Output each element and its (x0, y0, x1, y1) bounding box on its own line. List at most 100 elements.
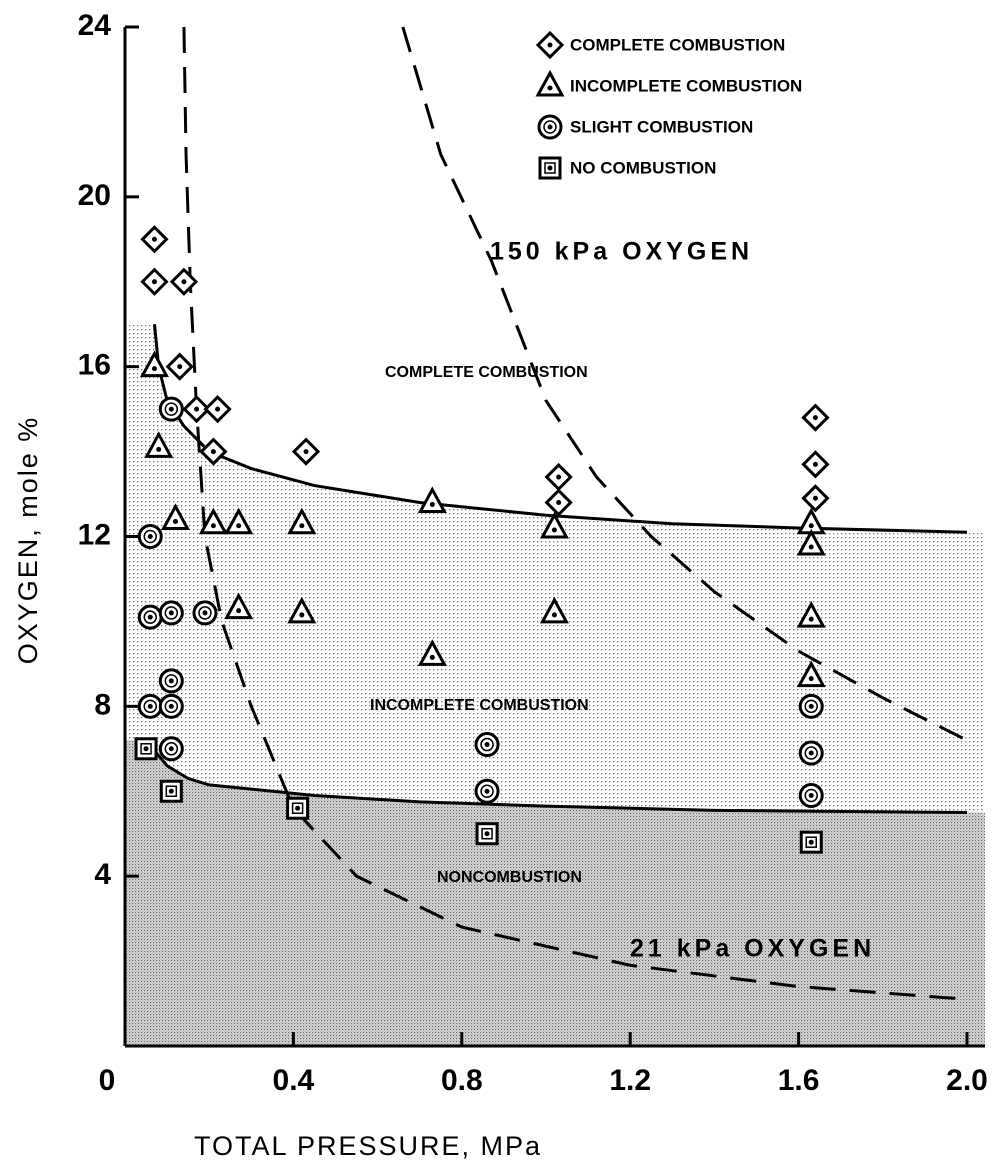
dot (173, 519, 179, 525)
dot (236, 608, 242, 614)
dot (812, 495, 818, 501)
y-tick-label: 4 (94, 858, 111, 891)
dot (551, 527, 557, 533)
y-tick-label: 12 (78, 518, 111, 551)
marker-triangle (796, 528, 826, 556)
dot (808, 750, 814, 756)
dot (210, 523, 216, 529)
marker-circle (474, 732, 500, 758)
marker-circle (798, 782, 824, 808)
annotation: 150 kPa OXYGEN (490, 238, 753, 266)
noncombustion-region (125, 740, 985, 1046)
dot (547, 124, 553, 130)
x-tick-label: 1.2 (609, 1064, 651, 1097)
ring (480, 784, 494, 798)
dot (181, 279, 187, 285)
marker-triangle (535, 69, 565, 97)
marker-square (475, 822, 499, 846)
ring (804, 788, 818, 803)
dot (429, 654, 435, 660)
ring (164, 402, 179, 416)
annotation: INCOMPLETE COMBUSTION (370, 697, 589, 714)
ring (480, 737, 494, 752)
marker-triangle (224, 507, 254, 535)
ring (198, 606, 212, 620)
dot (303, 449, 309, 455)
y-tick-label: 8 (94, 688, 111, 721)
ring (143, 699, 158, 714)
marker-square (799, 830, 823, 854)
ring (143, 610, 158, 624)
dot (168, 703, 174, 709)
dot (210, 449, 216, 455)
marker-diamond (140, 225, 169, 254)
marker-diamond (203, 395, 232, 424)
ring (143, 529, 158, 544)
triangle (417, 639, 447, 666)
inner (165, 785, 178, 797)
marker-triangle (224, 592, 254, 620)
dot (484, 742, 490, 748)
legend-label: COMPLETE COMBUSTION (570, 35, 785, 54)
ring (164, 742, 179, 756)
marker-circle (798, 693, 824, 719)
dot (151, 366, 157, 372)
ring (164, 674, 179, 688)
marker-triangle (160, 503, 191, 531)
ring (164, 699, 179, 714)
marker-triangle (417, 639, 447, 666)
legend-label: SLIGHT COMBUSTION (570, 117, 753, 136)
dot (147, 614, 153, 620)
y-tick-label: 24 (78, 9, 112, 42)
marker-triangle (539, 596, 569, 624)
dot (808, 523, 814, 529)
marker-diamond (165, 352, 194, 381)
dot (143, 746, 149, 752)
dot (194, 406, 200, 412)
dot (168, 406, 174, 412)
triangle (160, 503, 191, 531)
y-axis-label: OXYGEN, mole % (13, 416, 43, 665)
triangle (144, 431, 174, 458)
x-tick-label: 0 (99, 1064, 116, 1097)
marker-triangle (417, 486, 447, 514)
marker-triangle (796, 601, 826, 628)
inner (140, 743, 152, 755)
marker-circle (474, 778, 500, 804)
triangle (539, 596, 569, 624)
marker-diamond (801, 484, 830, 513)
annotation: 21 kPa OXYGEN (630, 935, 875, 963)
dot (168, 610, 174, 616)
dot (147, 534, 153, 539)
marker-diamond (140, 267, 169, 296)
triangle (796, 660, 826, 688)
inner (291, 802, 304, 814)
annotation: COMPLETE COMBUSTION (385, 364, 588, 381)
marker-circle (158, 693, 184, 719)
dot (168, 746, 174, 752)
inner (544, 162, 556, 174)
marker-diamond (544, 488, 573, 517)
marker-circle (537, 114, 563, 140)
boundary-curve (144, 739, 968, 814)
dot (156, 446, 162, 452)
marker-triangle (144, 431, 174, 458)
dot (151, 236, 157, 242)
marker-diamond (544, 462, 573, 492)
marker-circle (192, 600, 218, 626)
dot (295, 805, 301, 811)
marker-circle (158, 600, 184, 626)
x-tick-label: 0.8 (441, 1064, 483, 1097)
dot (812, 415, 818, 421)
dot (808, 839, 814, 845)
ring (804, 699, 818, 714)
triangle (796, 528, 826, 556)
x-tick-label: 1.6 (778, 1064, 820, 1097)
x-tick-label: 0.4 (273, 1064, 315, 1097)
triangle (535, 69, 565, 97)
triangle (539, 511, 569, 539)
triangle (417, 486, 447, 514)
marker-circle (137, 524, 163, 549)
dot (547, 42, 553, 48)
